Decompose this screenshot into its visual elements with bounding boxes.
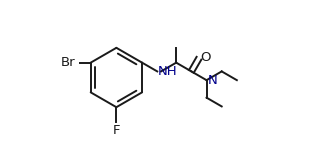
- Text: Br: Br: [61, 56, 76, 69]
- Text: F: F: [113, 124, 120, 137]
- Text: N: N: [207, 74, 217, 87]
- Text: O: O: [201, 51, 211, 64]
- Text: NH: NH: [158, 65, 178, 78]
